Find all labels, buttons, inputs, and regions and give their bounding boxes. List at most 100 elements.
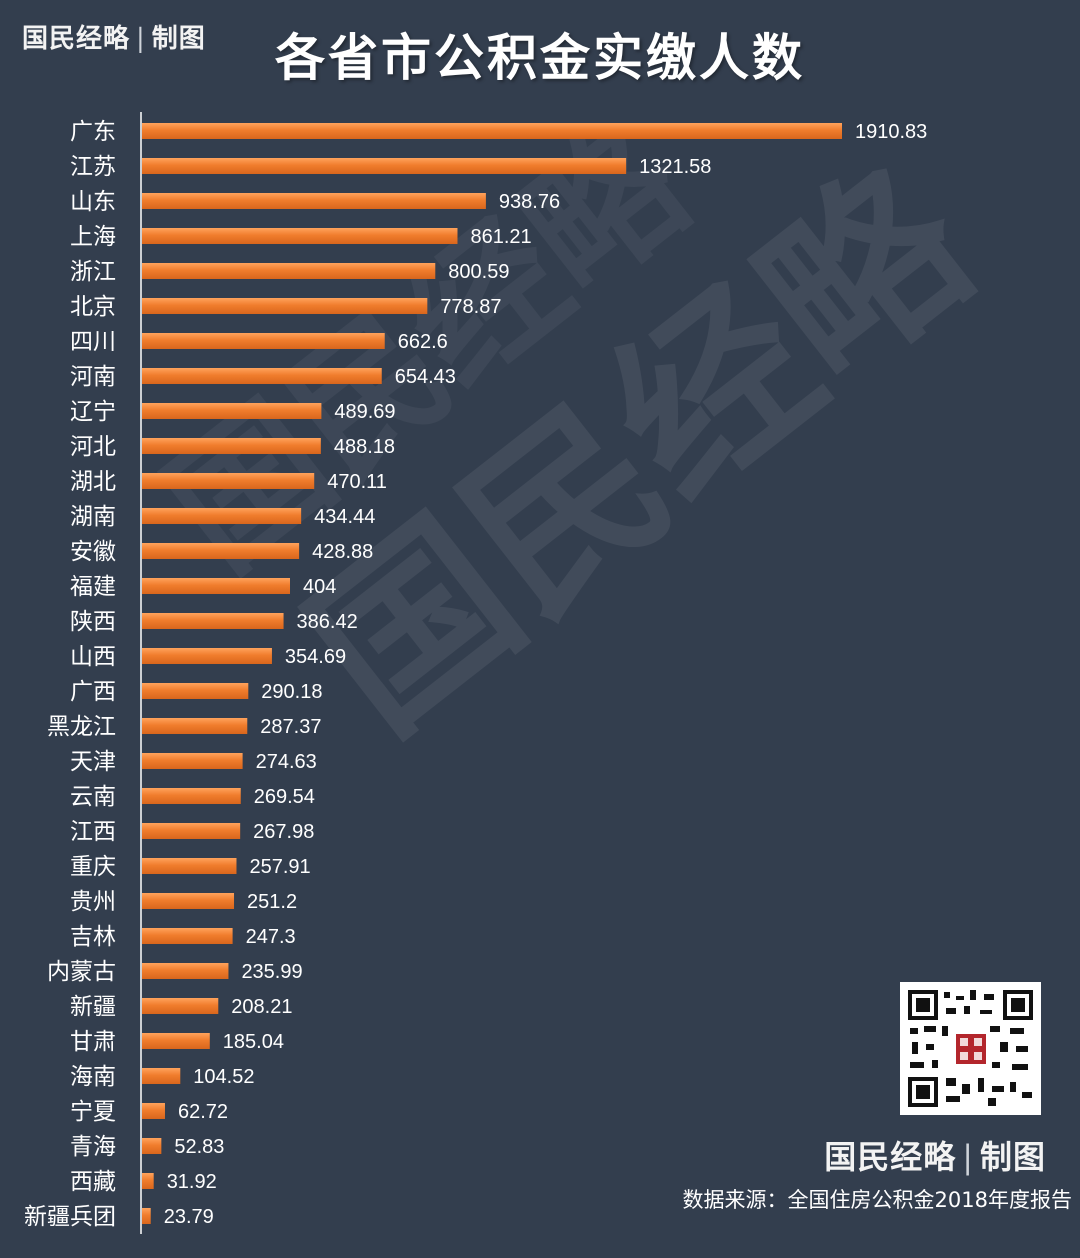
value-label: 104.52 <box>193 1066 254 1088</box>
bar <box>142 473 315 489</box>
value-label: 861.21 <box>470 226 531 248</box>
value-label: 235.99 <box>241 961 302 983</box>
value-label: 654.43 <box>395 366 456 388</box>
category-label: 福建 <box>70 574 116 600</box>
value-label: 23.79 <box>164 1206 214 1228</box>
bar <box>142 928 233 944</box>
category-label: 新疆 <box>70 994 116 1020</box>
category-label: 重庆 <box>70 854 116 880</box>
value-label: 354.69 <box>285 646 346 668</box>
value-label: 489.69 <box>334 401 395 423</box>
category-label: 江苏 <box>70 154 116 180</box>
bar <box>142 753 243 769</box>
value-label: 778.87 <box>440 296 501 318</box>
value-label: 251.2 <box>247 891 297 913</box>
category-label: 宁夏 <box>70 1099 116 1125</box>
value-label: 185.04 <box>223 1031 284 1053</box>
value-label: 247.3 <box>246 926 296 948</box>
data-source-note: 数据来源：全国住房公积金2018年度报告 <box>682 1188 1072 1212</box>
bar <box>142 263 436 279</box>
bar <box>142 893 235 909</box>
category-label: 四川 <box>70 329 116 355</box>
category-label: 河北 <box>70 434 116 460</box>
brand-logo-top: 国民经略 | 制图 <box>22 18 206 55</box>
category-label: 上海 <box>70 224 116 250</box>
category-label: 山西 <box>70 644 116 670</box>
bar <box>142 438 321 454</box>
category-label: 青海 <box>70 1134 116 1160</box>
value-label: 52.83 <box>174 1136 224 1158</box>
bar <box>142 1138 162 1154</box>
category-label: 湖北 <box>70 469 116 495</box>
bar <box>142 333 385 349</box>
value-label: 62.72 <box>178 1101 228 1123</box>
category-label: 北京 <box>70 294 116 320</box>
category-label: 安徽 <box>70 539 116 565</box>
value-label: 269.54 <box>254 786 315 808</box>
value-label: 404 <box>303 576 336 598</box>
bar <box>142 858 237 874</box>
value-label: 386.42 <box>297 611 358 633</box>
bar <box>142 823 241 839</box>
bar <box>142 508 302 524</box>
value-label: 1321.58 <box>639 156 711 178</box>
category-label: 浙江 <box>70 259 116 285</box>
category-label: 内蒙古 <box>47 959 116 985</box>
value-label: 31.92 <box>167 1171 217 1193</box>
category-label: 黑龙江 <box>47 714 116 740</box>
bar <box>142 963 229 979</box>
brand-name: 国民经略 <box>22 24 131 54</box>
bar <box>142 123 842 139</box>
bar <box>142 1173 154 1189</box>
category-label: 山东 <box>70 189 116 215</box>
qr-code <box>900 982 1041 1115</box>
category-label: 辽宁 <box>70 399 116 425</box>
bar <box>142 648 272 664</box>
category-label: 天津 <box>70 749 116 775</box>
category-label: 广东 <box>70 119 116 145</box>
bar <box>142 998 219 1014</box>
brand-divider: | <box>136 24 146 54</box>
value-label: 274.63 <box>256 751 317 773</box>
bar <box>142 683 249 699</box>
brand-suffix: 制图 <box>151 24 206 54</box>
brand-name-bottom: 国民经略 <box>824 1138 957 1176</box>
category-label: 广西 <box>70 679 116 705</box>
category-label: 湖南 <box>70 504 116 530</box>
category-label: 甘肃 <box>70 1029 116 1055</box>
bar <box>142 613 284 629</box>
value-label: 434.44 <box>314 506 375 528</box>
value-label: 257.91 <box>249 856 310 878</box>
bar <box>142 543 300 559</box>
bar <box>142 193 486 209</box>
category-label: 江西 <box>70 819 116 845</box>
value-label: 428.88 <box>312 541 373 563</box>
bar <box>142 1208 151 1224</box>
category-label: 吉林 <box>70 924 116 950</box>
value-label: 800.59 <box>448 261 509 283</box>
value-label: 1910.83 <box>855 121 927 143</box>
bar <box>142 368 382 384</box>
value-label: 470.11 <box>327 471 387 493</box>
value-label: 488.18 <box>334 436 395 458</box>
value-label: 267.98 <box>253 821 314 843</box>
category-label: 西藏 <box>70 1169 116 1195</box>
bar <box>142 718 248 734</box>
bar <box>142 578 290 594</box>
value-label: 938.76 <box>499 191 560 213</box>
value-label: 290.18 <box>261 681 322 703</box>
category-label: 贵州 <box>70 889 116 915</box>
chart-title: 各省市公积金实缴人数 <box>275 29 805 87</box>
brand-suffix-bottom: 制图 <box>979 1138 1046 1176</box>
brand-divider-bottom: | <box>962 1138 974 1176</box>
bar <box>142 1103 165 1119</box>
category-label: 云南 <box>70 784 116 810</box>
category-label: 海南 <box>70 1064 116 1090</box>
brand-logo-bottom: 国民经略 | 制图 <box>824 1132 1046 1178</box>
value-label: 662.6 <box>398 331 448 353</box>
bar <box>142 403 322 419</box>
category-label: 河南 <box>70 364 116 390</box>
bar <box>142 158 627 174</box>
category-label: 新疆兵团 <box>24 1204 116 1230</box>
